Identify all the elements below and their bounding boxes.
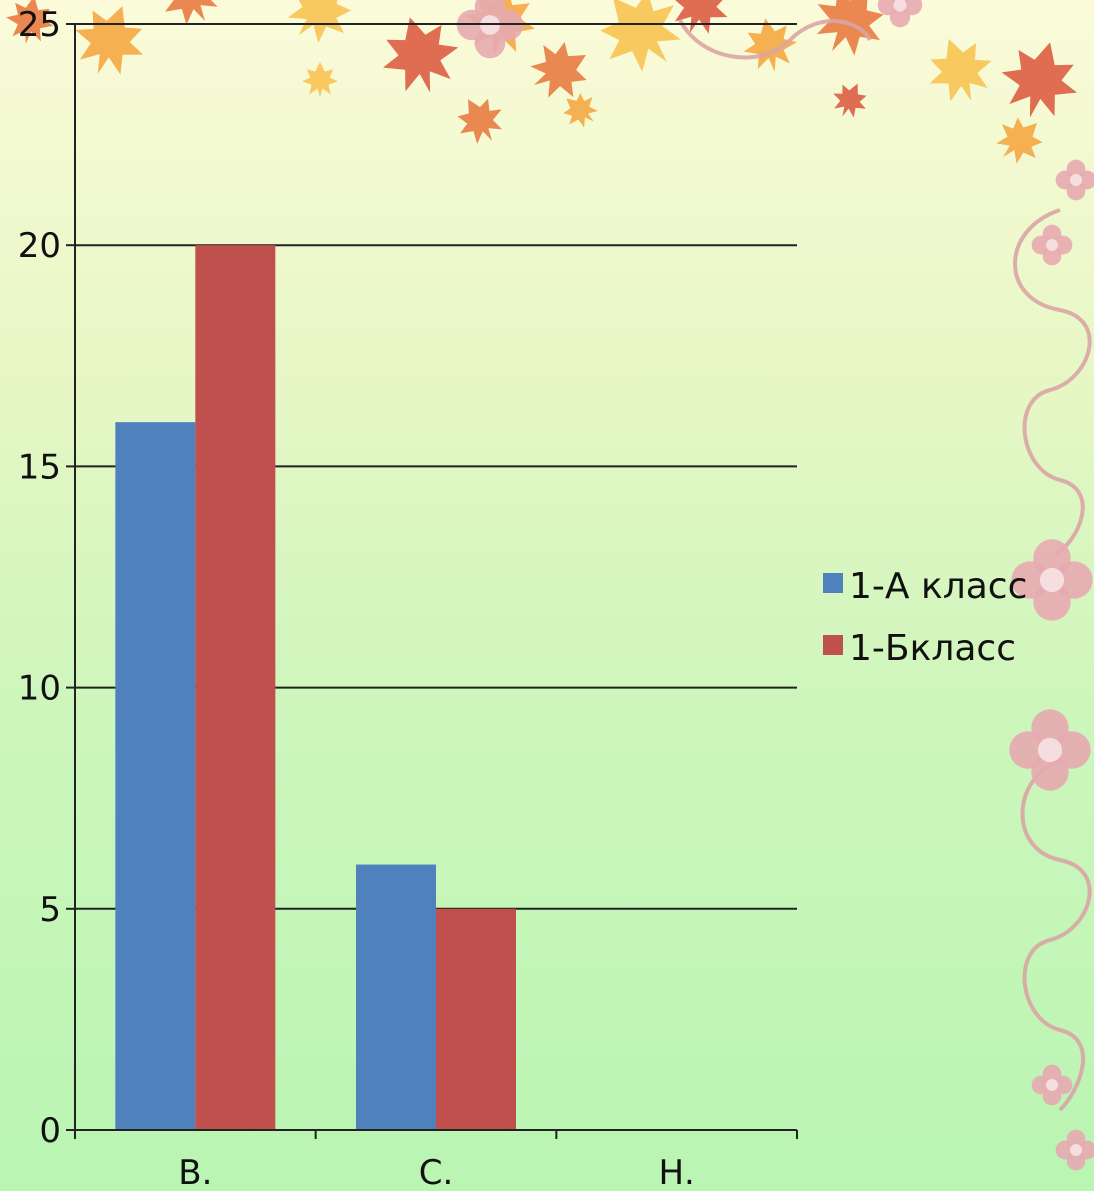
leaf-14	[302, 62, 338, 98]
y-tick-label-3: 15	[18, 447, 61, 487]
leaf-17	[6, 0, 54, 44]
leaf-8	[743, 18, 797, 72]
flower-4	[1031, 1064, 1073, 1106]
leaf-15	[833, 83, 867, 118]
leaf-0	[75, 6, 144, 75]
flower-1	[1009, 709, 1091, 791]
swirl-ornament	[678, 19, 1092, 1112]
flower-0	[1011, 539, 1093, 621]
x-tick-label-0: В.	[178, 1153, 212, 1191]
y-tick-label-0: 0	[39, 1111, 61, 1151]
legend: 1-А класс 1-Бкласс	[823, 566, 1027, 669]
bar-1-0	[195, 245, 276, 1130]
flower-7	[877, 0, 923, 28]
bar-0-1	[356, 864, 436, 1130]
leaf-3	[383, 17, 459, 93]
y-tick-label-4: 20	[18, 226, 61, 266]
bar-0-0	[115, 422, 196, 1130]
leaf-7	[671, 0, 728, 34]
leaf-1	[161, 0, 218, 25]
y-tick-label-2: 10	[18, 669, 61, 709]
legend-swatch-0	[823, 573, 843, 593]
bars	[115, 245, 516, 1130]
axes	[66, 23, 798, 1139]
x-tick-label-1: С.	[419, 1153, 454, 1191]
legend-label-1: 1-Бкласс	[849, 628, 1016, 669]
legend-swatch-1	[823, 635, 843, 655]
y-tick-labels: 0 5 10 15 20 25	[18, 5, 61, 1151]
bar-1-1	[436, 908, 516, 1130]
y-tick-label-1: 5	[39, 890, 61, 930]
flower-3	[1055, 159, 1094, 201]
leaf-2	[287, 0, 352, 43]
leaf-10	[929, 38, 992, 102]
leaf-6	[600, 0, 681, 72]
leaf-16	[563, 92, 598, 128]
leaf-13	[457, 98, 503, 144]
leaf-5	[530, 41, 587, 98]
flower-5	[1055, 1129, 1094, 1171]
flower-6	[456, 0, 524, 59]
legend-label-0: 1-А класс	[849, 566, 1027, 607]
x-tick-label-2: Н.	[658, 1153, 694, 1191]
x-tick-labels: В. С. Н.	[178, 1153, 695, 1191]
flower-2	[1031, 224, 1073, 266]
leaf-12	[996, 117, 1043, 164]
y-tick-label-5: 25	[18, 5, 61, 45]
leaf-11	[1001, 42, 1077, 118]
